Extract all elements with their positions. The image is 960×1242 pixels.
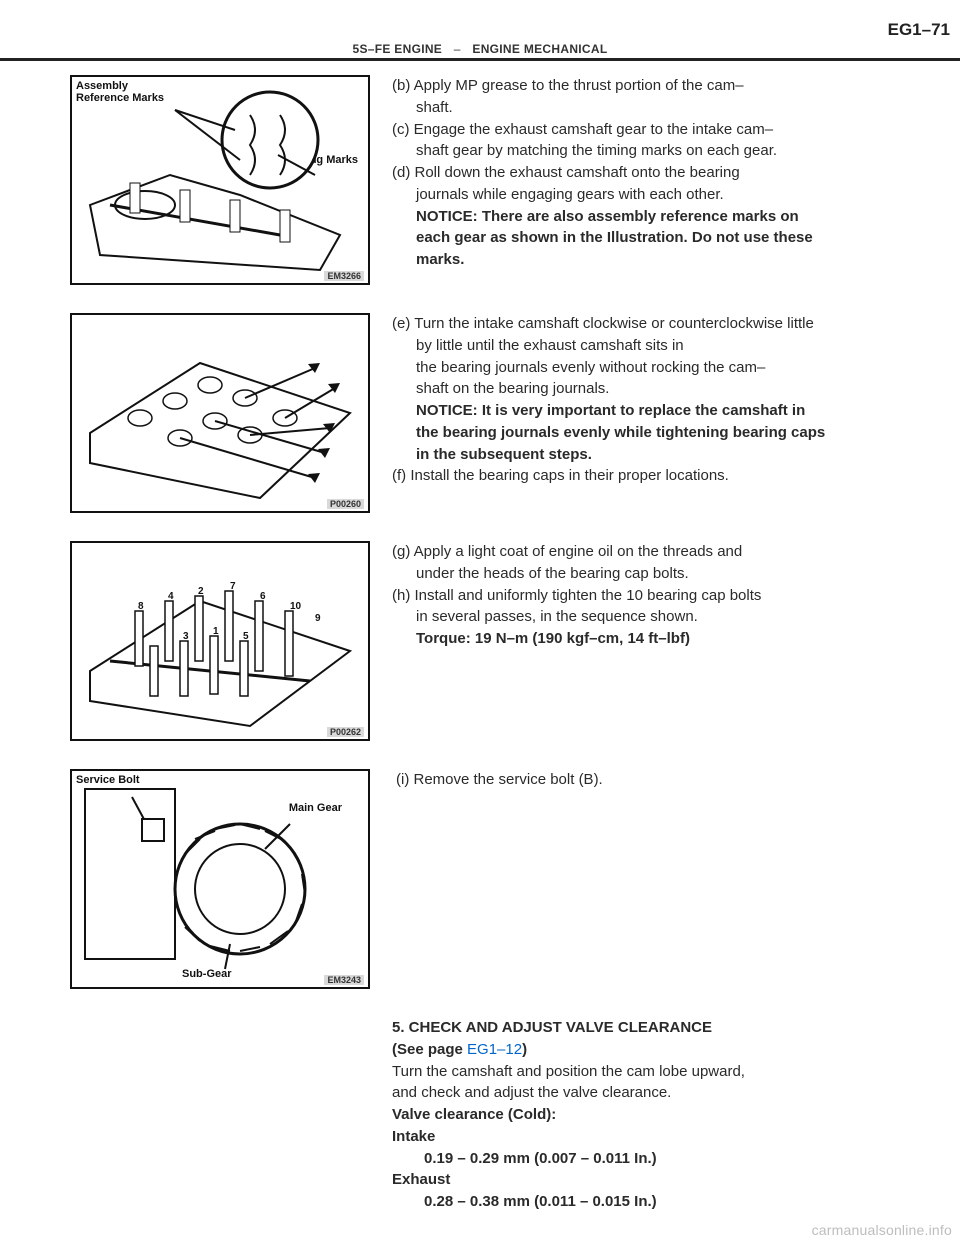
text-block-1: (b) Apply MP grease to the thrust portio… [392,75,960,271]
text-block-2: (e) Turn the intake camshaft clockwise o… [392,313,960,487]
p5-l2: and check and adjust the valve clearance… [392,1082,960,1104]
row-5: 5. CHECK AND ADJUST VALVE CLEARANCE (See… [70,1017,960,1213]
p-g1: (g) Apply a light coat of engine oil on … [392,541,960,563]
manual-page: EG1–71 5S–FE ENGINE – ENGINE MECHANICAL … [0,0,960,1242]
svg-text:7: 7 [230,581,236,592]
p-i1: (i) Remove the service bolt (B). [392,769,960,791]
svg-text:8: 8 [138,601,144,612]
svg-text:1: 1 [213,626,219,637]
fig2-code: P00260 [327,499,364,509]
p-g2: under the heads of the bearing cap bolts… [392,563,960,585]
link-eg1-12[interactable]: EG1–12 [467,1041,522,1058]
p5-see-a: (See page [392,1041,467,1058]
fig4-art [80,779,360,979]
svg-text:9: 9 [315,613,321,624]
fig3-code: P00262 [327,727,364,737]
page-header: EG1–71 [0,20,960,40]
p5-l1: Turn the camshaft and position the cam l… [392,1061,960,1083]
row-2: P00260 (e) Turn the intake camshaft cloc… [70,313,960,513]
p-d1: (d) Roll down the exhaust camshaft onto … [392,162,960,184]
p-e2: by little until the exhaust camshaft sit… [392,335,960,357]
row-3: 7 6 10 9 2 4 8 5 1 3 P00262 (g) Apply a light c… [70,541,960,741]
section-header: 5S–FE ENGINE – ENGINE MECHANICAL [0,42,960,56]
fig1-code: EM3266 [324,271,364,281]
p-h2: in several passes, in the sequence shown… [392,606,960,628]
p5-intake-val: 0.19 – 0.29 mm (0.007 – 0.011 In.) [392,1148,960,1170]
p-f1: (f) Install the bearing caps in their pr… [392,465,960,487]
p-d2: journals while engaging gears with each … [392,184,960,206]
text-block-5: 5. CHECK AND ADJUST VALVE CLEARANCE (See… [392,1017,960,1213]
figure-4: Service Bolt Main Gear Sub-Gear [70,769,370,989]
svg-text:10: 10 [290,601,302,612]
header-rule [0,58,960,61]
section-right: ENGINE MECHANICAL [472,42,607,56]
svg-text:4: 4 [168,591,174,602]
p-c1: (c) Engage the exhaust camshaft gear to … [392,119,960,141]
figure-3: 7 6 10 9 2 4 8 5 1 3 P00262 [70,541,370,741]
fig3-art: 7 6 10 9 2 4 8 5 1 3 [80,551,360,731]
p-t1: Torque: 19 N–m (190 kgf–cm, 14 ft–lbf) [392,628,960,650]
section-left: 5S–FE ENGINE [352,42,442,56]
p2-n1: NOTICE: It is very important to replace … [392,400,960,422]
fig1-art [80,85,360,275]
section-dash: – [446,42,469,56]
p5-see-b: ) [522,1041,527,1058]
p-c2: shaft gear by matching the timing marks … [392,140,960,162]
p-b2: shaft. [392,97,960,119]
p5-see: (See page EG1–12) [392,1039,960,1061]
content-area: Assembly Reference Marks Timing Marks [70,75,960,1222]
row-1: Assembly Reference Marks Timing Marks [70,75,960,285]
figure-2: P00260 [70,313,370,513]
p-n2: each gear as shown in the Illustration. … [392,227,960,249]
text-block-3: (g) Apply a light coat of engine oil on … [392,541,960,650]
svg-text:3: 3 [183,631,189,642]
page-code: EG1–71 [888,20,950,39]
p-e4: shaft on the bearing journals. [392,378,960,400]
p-e3: the bearing journals evenly without rock… [392,357,960,379]
p-n1: NOTICE: There are also assembly referenc… [392,206,960,228]
figure-1: Assembly Reference Marks Timing Marks [70,75,370,285]
p5-intake: Intake [392,1126,960,1148]
p-e1: (e) Turn the intake camshaft clockwise o… [392,313,960,335]
watermark: carmanualsonline.info [812,1222,952,1238]
svg-text:6: 6 [260,591,266,602]
p2-n2: the bearing journals evenly while tighte… [392,422,960,444]
p-n3: marks. [392,249,960,271]
p5-vc: Valve clearance (Cold): [392,1104,960,1126]
p-h1: (h) Install and uniformly tighten the 10… [392,585,960,607]
p5-exhaust-val: 0.28 – 0.38 mm (0.011 – 0.015 In.) [392,1191,960,1213]
text-block-4: (i) Remove the service bolt (B). [392,769,960,791]
svg-text:5: 5 [243,631,249,642]
p5-h: 5. CHECK AND ADJUST VALVE CLEARANCE [392,1017,960,1039]
svg-text:2: 2 [198,586,204,597]
p5-exhaust: Exhaust [392,1169,960,1191]
p2-n3: in the subsequent steps. [392,444,960,466]
fig4-code: EM3243 [324,975,364,985]
p-b1: (b) Apply MP grease to the thrust portio… [392,75,960,97]
row-4: Service Bolt Main Gear Sub-Gear [70,769,960,989]
fig2-art [80,323,360,503]
